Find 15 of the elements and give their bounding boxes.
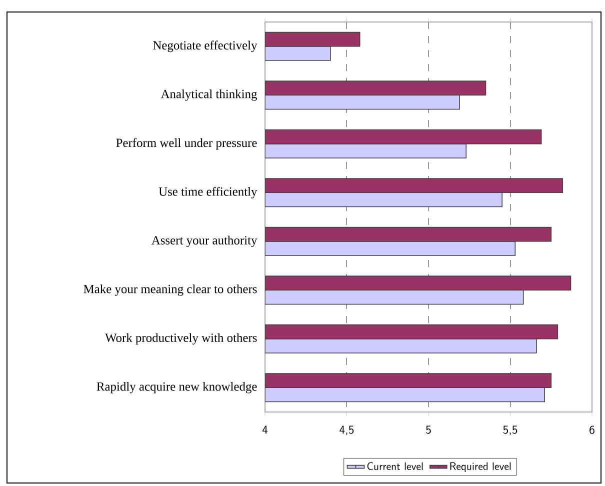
x-tick-label: 5 (426, 426, 431, 434)
y-tick-label: Perform well under pressure (116, 138, 257, 150)
x-tick-label: 5,5 (503, 426, 518, 436)
x-tick-label: 6 (590, 426, 594, 434)
x-tick-label: 4 (262, 426, 268, 434)
y-tick-label: Assert your authority (152, 236, 258, 248)
x-tick-label: 4,5 (340, 426, 354, 436)
y-tick-label: Work productively with others (105, 333, 257, 345)
y-tick-label: Analytical thinking (160, 89, 257, 101)
y-tick-label: Rapidly acquire new knowledge (96, 382, 257, 394)
legend-label: Required level (450, 462, 511, 472)
y-tick-label: Make your meaning clear to others (84, 284, 257, 296)
legend-label: Current level (367, 462, 423, 470)
y-tick-label: Negotiate effectively (153, 40, 258, 52)
y-tick-label: Use time efficiently (158, 186, 258, 198)
